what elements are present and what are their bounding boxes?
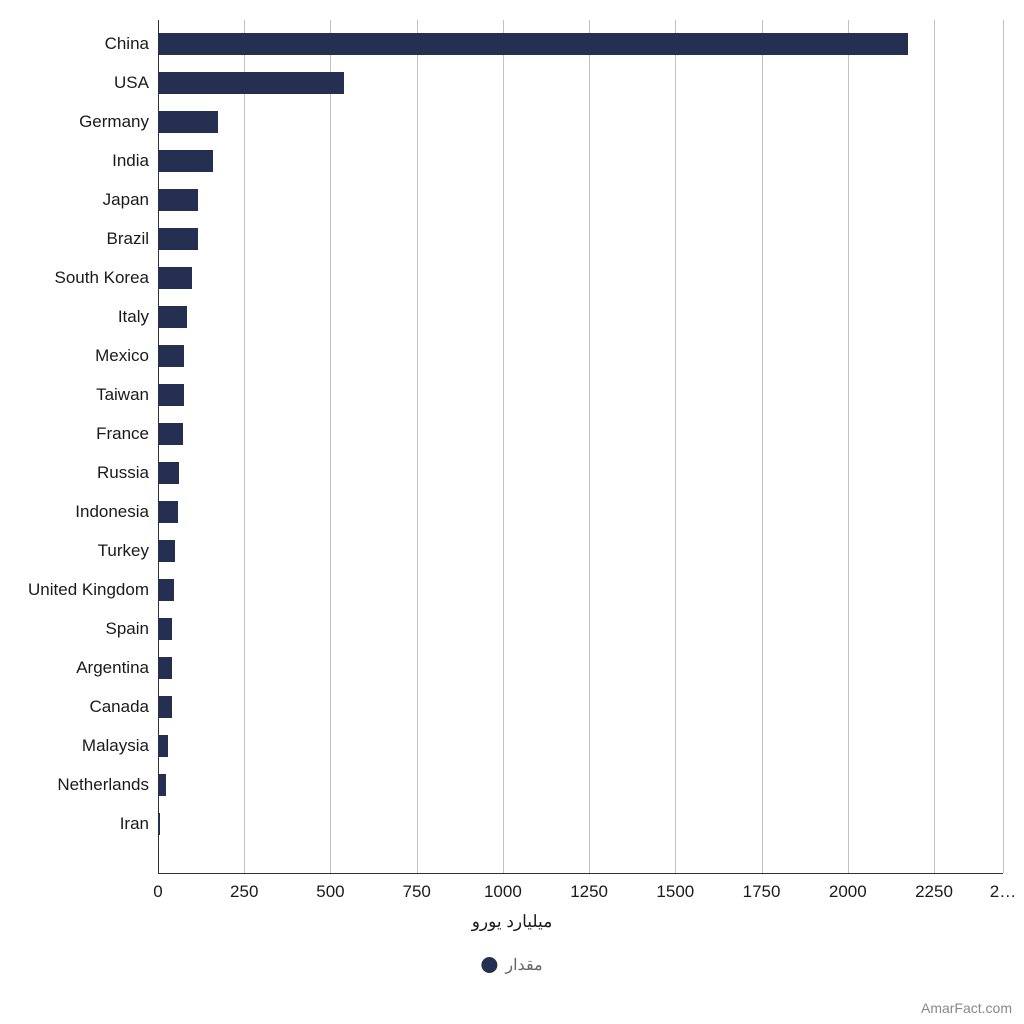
bar: [158, 540, 175, 562]
attribution: AmarFact.com: [921, 1000, 1012, 1016]
y-axis-label: Taiwan: [0, 384, 149, 406]
x-tick-label: 250: [230, 882, 258, 902]
y-axis-label: USA: [0, 72, 149, 94]
x-tick-label: 1750: [743, 882, 781, 902]
bar: [158, 462, 179, 484]
gridline: [503, 20, 504, 873]
y-axis-label: Mexico: [0, 345, 149, 367]
y-axis-label: Argentina: [0, 657, 149, 679]
x-tick-label: 1500: [656, 882, 694, 902]
legend-label: مقدار: [505, 955, 542, 975]
y-axis-label: France: [0, 423, 149, 445]
bar: [158, 579, 174, 601]
y-axis-label: Turkey: [0, 540, 149, 562]
bar: [158, 696, 172, 718]
y-axis-label: Germany: [0, 111, 149, 133]
y-axis-label: Malaysia: [0, 735, 149, 757]
bar: [158, 384, 184, 406]
y-axis-label: Canada: [0, 696, 149, 718]
y-axis-label: Iran: [0, 813, 149, 835]
bar: [158, 228, 198, 250]
bar: [158, 189, 198, 211]
gridline: [1003, 20, 1004, 873]
y-axis-label: Spain: [0, 618, 149, 640]
x-tick-label: 2…: [990, 882, 1016, 902]
x-tick-label: 2250: [915, 882, 953, 902]
gridline: [762, 20, 763, 873]
y-axis-label: Netherlands: [0, 774, 149, 796]
bar: [158, 267, 192, 289]
x-tick-label: 500: [316, 882, 344, 902]
gridline: [675, 20, 676, 873]
gridline: [244, 20, 245, 873]
chart-container: میلیارد یورو مقدار AmarFact.com 0 250 500 7…: [0, 0, 1024, 1024]
y-axis-label: Japan: [0, 189, 149, 211]
bar: [158, 150, 213, 172]
bar: [158, 72, 344, 94]
y-axis-label: Russia: [0, 462, 149, 484]
gridline: [848, 20, 849, 873]
y-axis-label: Brazil: [0, 228, 149, 250]
plot-area: [158, 20, 1003, 873]
bar: [158, 813, 160, 835]
gridline: [589, 20, 590, 873]
gridline: [417, 20, 418, 873]
gridline: [934, 20, 935, 873]
y-axis-label: United Kingdom: [0, 579, 149, 601]
bar: [158, 306, 187, 328]
bar: [158, 657, 172, 679]
bar: [158, 618, 172, 640]
bar: [158, 501, 178, 523]
x-tick-label: 1000: [484, 882, 522, 902]
legend: مقدار: [481, 955, 542, 975]
bar: [158, 33, 908, 55]
bar: [158, 423, 183, 445]
x-tick-label: 750: [402, 882, 430, 902]
gridline: [330, 20, 331, 873]
x-tick-label: 0: [153, 882, 162, 902]
x-tick-label: 1250: [570, 882, 608, 902]
x-axis-title: میلیارد یورو: [312, 912, 712, 932]
bar: [158, 735, 168, 757]
y-axis-label: Indonesia: [0, 501, 149, 523]
y-axis-label: China: [0, 33, 149, 55]
bar: [158, 774, 166, 796]
bar: [158, 111, 218, 133]
y-axis-label: India: [0, 150, 149, 172]
x-axis-baseline: [158, 873, 1003, 874]
y-axis-label: South Korea: [0, 267, 149, 289]
x-tick-label: 2000: [829, 882, 867, 902]
legend-marker: [481, 957, 497, 973]
y-axis-label: Italy: [0, 306, 149, 328]
bar: [158, 345, 184, 367]
